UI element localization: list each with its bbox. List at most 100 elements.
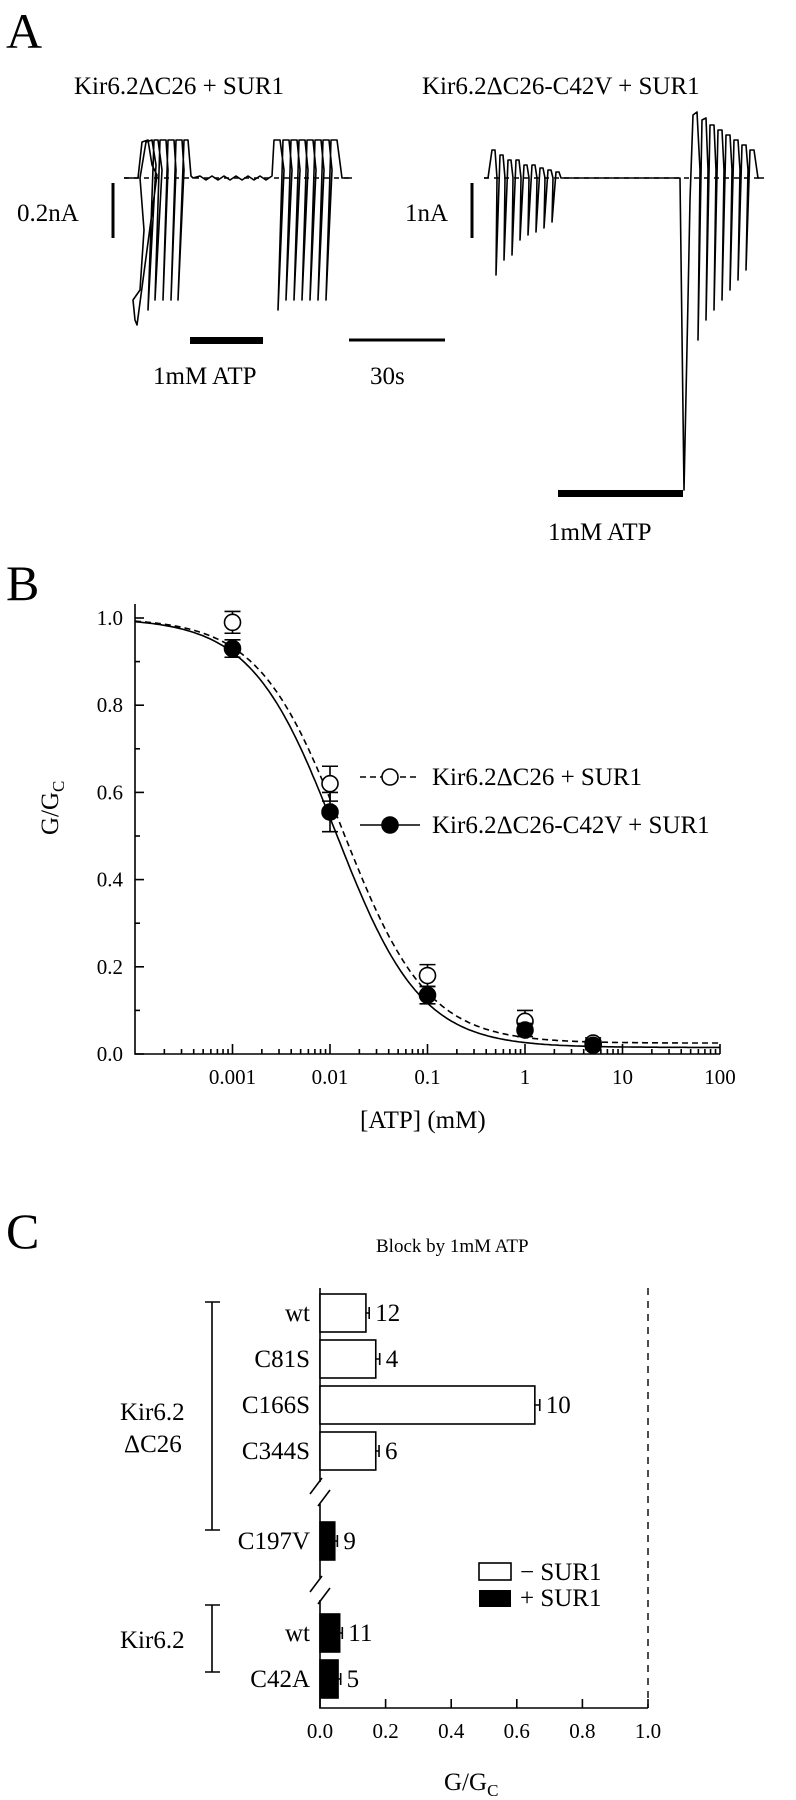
axis-break-mark [317, 1587, 331, 1605]
bar-n-label: 5 [347, 1666, 360, 1693]
legend-plus-sur1: + SUR1 [520, 1585, 601, 1612]
bar-error [339, 1627, 344, 1639]
data-point-series-2 [223, 639, 242, 658]
bar-n-label: 12 [375, 1300, 400, 1327]
left-atp-application-bar [190, 337, 263, 344]
group-label-kir62: Kir6.2 [120, 1627, 185, 1654]
panel-a-right-title: Kir6.2ΔC26-C42V + SUR1 [422, 73, 700, 100]
x-tick-label: 0.6 [504, 1719, 530, 1743]
bar-n-label: 11 [348, 1620, 372, 1647]
chart-b-y-axis-title-main: G/G [37, 792, 64, 835]
bar-label: wt [285, 1300, 310, 1327]
group-label-line-2: ΔC26 [124, 1431, 182, 1458]
chart-b-x-ticks: 0.001 0.01 0.1 1 10 100 [163, 1044, 736, 1089]
group-label-line-1: Kir6.2 [120, 1399, 185, 1426]
bar-label: C81S [254, 1346, 310, 1373]
y-tick-label: 0.6 [97, 780, 123, 804]
chart-b-x-axis-title: [ATP] (mM) [360, 1107, 486, 1134]
right-atp-application-bar [558, 490, 683, 497]
chart-b-data-points [223, 610, 602, 1055]
data-point-series-1 [223, 613, 242, 632]
x-tick-label: 0.2 [372, 1719, 398, 1743]
panel-b-letter: B [6, 555, 39, 611]
bar-wt [319, 1613, 341, 1653]
chart-c-bars: wt 12 C81S 4 C166S 10 C344S 6 C197V 9 wt 11 C42A 5 [238, 1293, 571, 1699]
bar-n-label: 4 [386, 1346, 399, 1373]
bar-c42a [319, 1659, 339, 1699]
x-tick-label: 0.01 [312, 1065, 349, 1089]
bar-n-label: 6 [385, 1438, 398, 1465]
data-point-series-2 [584, 1036, 602, 1055]
x-tick-label: 0.0 [307, 1719, 333, 1743]
chart-c-x-axis-title-sub: C [487, 1781, 498, 1800]
bar-label: C197V [238, 1528, 310, 1555]
x-tick-label: 0.4 [438, 1719, 465, 1743]
y-tick-label: 0.2 [97, 955, 123, 979]
x-tick-label: 1.0 [635, 1719, 661, 1743]
legend-marker [381, 768, 399, 786]
bar-error [375, 1353, 381, 1365]
bar-label: wt [285, 1620, 310, 1647]
data-point-series-1 [418, 966, 437, 985]
legend-minus-sur1: − SUR1 [520, 1559, 601, 1586]
chart-b-y-axis-title: G/GC [37, 781, 68, 835]
data-point-series-1 [321, 774, 339, 793]
chart-b-y-ticks: 0.0 0.2 0.4 0.6 0.8 1.0 [97, 606, 144, 1066]
block-bar-chart: Block by 1mM ATP 0.0 0.2 0.4 0.6 0.8 1.0 wt 12… [120, 1236, 661, 1800]
x-tick-label: 1 [520, 1065, 531, 1089]
y-tick-label: 0.0 [97, 1042, 123, 1066]
legend-label: Kir6.2ΔC26-C42V + SUR1 [432, 812, 710, 839]
right-atp-label: 1mM ATP [548, 519, 652, 546]
bar-error [534, 1399, 541, 1411]
x-tick-label: 0.8 [569, 1719, 595, 1743]
data-point-series-2 [321, 803, 339, 821]
left-atp-label: 1mM ATP [153, 363, 257, 390]
bar-c166s [319, 1385, 536, 1425]
chart-c-title: Block by 1mM ATP [376, 1236, 529, 1257]
legend-filled-swatch [479, 1590, 511, 1607]
chart-b-legend: Kir6.2ΔC26 + SUR1 Kir6.2ΔC26-C42V + SUR1 [360, 764, 710, 839]
axis-break-mark [317, 1489, 331, 1507]
data-point-series-2 [418, 986, 437, 1004]
y-tick-label: 0.4 [97, 868, 124, 892]
bar-error [338, 1673, 342, 1685]
chart-b-y-axis-title-sub: C [49, 781, 68, 792]
axis-break-mark [309, 1575, 323, 1593]
bar-n-label: 9 [343, 1528, 356, 1555]
bar-label: C42A [250, 1666, 310, 1693]
bar-c81s [319, 1339, 377, 1379]
bar-c344s [319, 1431, 377, 1471]
x-tick-label: 0.001 [209, 1065, 256, 1089]
data-point-series-2 [516, 1021, 534, 1039]
chart-c-x-axis-title-main: G/G [444, 1769, 487, 1796]
legend-marker [381, 816, 399, 834]
legend-label: Kir6.2ΔC26 + SUR1 [432, 764, 642, 791]
time-scale-label: 30s [370, 363, 405, 390]
chart-c-x-axis-title: G/GC [444, 1769, 498, 1800]
chart-c-x-ticks: 0.0 0.2 0.4 0.6 0.8 1.0 [307, 1699, 661, 1743]
bar-error [365, 1307, 370, 1319]
left-current-trace [124, 139, 352, 326]
bar-label: C166S [242, 1392, 310, 1419]
y-tick-label: 0.8 [97, 693, 123, 717]
y-tick-label: 1.0 [97, 606, 123, 630]
legend-open-swatch [478, 1562, 512, 1581]
bar-n-label: 10 [546, 1392, 571, 1419]
axis-break-mark [309, 1477, 323, 1495]
bar-wt [319, 1293, 367, 1333]
bar-c197v [319, 1521, 336, 1561]
panel-a-letter: A [6, 3, 42, 59]
x-tick-label: 100 [704, 1065, 736, 1089]
bar-error [375, 1445, 380, 1457]
group-bracket-kir62 [205, 1604, 220, 1673]
x-tick-label: 0.1 [414, 1065, 440, 1089]
left-current-scale-label: 0.2nA [17, 200, 79, 227]
x-tick-label: 10 [612, 1065, 633, 1089]
bar-label: C344S [242, 1438, 310, 1465]
panel-c-letter: C [6, 1203, 39, 1259]
bar-error [334, 1535, 339, 1547]
dose-response-chart: 0.0 0.2 0.4 0.6 0.8 1.0 0.001 0.01 0.1 1 10 100 [A… [37, 604, 736, 1134]
panel-a-left-title: Kir6.2ΔC26 + SUR1 [74, 73, 284, 100]
right-current-scale-label: 1nA [405, 200, 448, 227]
